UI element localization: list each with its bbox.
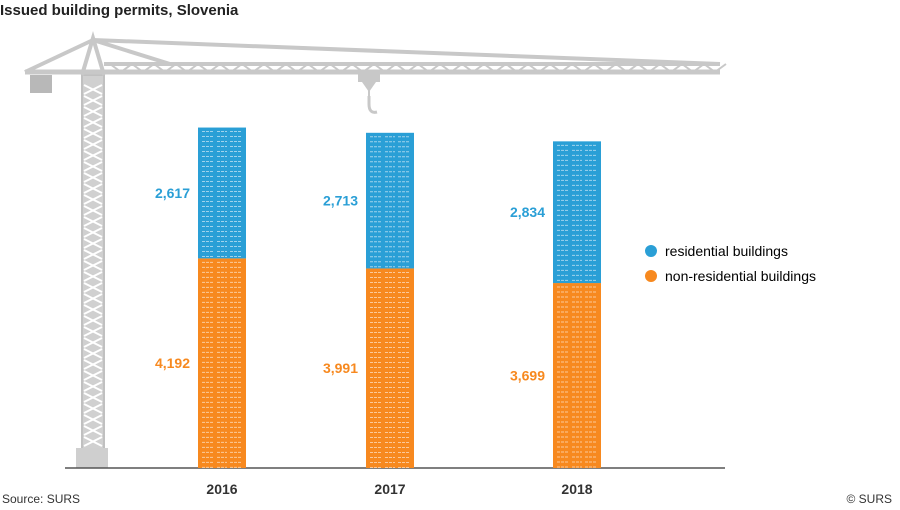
source-note: Source: SURS [2, 492, 81, 506]
x-tick-labels-group: 2016 2017 2018 [206, 481, 592, 497]
legend-swatch-non-residential [645, 270, 657, 282]
legend-item-non-residential: non-residential buildings [645, 268, 816, 284]
value-label-residential-2018: 2,834 [510, 204, 545, 220]
legend-item-residential: residential buildings [645, 243, 788, 259]
bar-texture-non-residential-2016 [202, 261, 242, 468]
bar-non-residential-2016 [198, 258, 246, 468]
bar-texture-residential-2018 [557, 144, 597, 281]
x-tick-label-2018: 2018 [561, 481, 592, 497]
bars-group [198, 127, 601, 468]
x-tick-label-2017: 2017 [374, 481, 405, 497]
legend-label-non-residential: non-residential buildings [665, 268, 816, 284]
bar-texture-non-residential-2017 [370, 271, 410, 468]
x-tick-label-2016: 2016 [206, 481, 237, 497]
crane-illustration [24, 30, 727, 468]
value-label-non-residential-2016: 4,192 [155, 355, 190, 371]
bar-residential-2018 [553, 141, 601, 284]
bar-residential-2016 [198, 127, 246, 259]
value-labels-group: 4,192 2,617 3,991 2,713 3,699 2,834 [155, 185, 545, 384]
bar-texture-residential-2017 [370, 136, 410, 268]
bar-non-residential-2017 [366, 268, 414, 468]
value-label-non-residential-2017: 3,991 [323, 360, 358, 376]
bar-non-residential-2018 [553, 283, 601, 468]
chart-title: Issued building permits, Slovenia [0, 2, 239, 19]
copyright-note: © SURS [846, 492, 892, 506]
value-label-residential-2017: 2,713 [323, 193, 358, 209]
value-label-residential-2016: 2,617 [155, 185, 190, 201]
bar-residential-2017 [366, 132, 414, 269]
legend-swatch-residential [645, 245, 657, 257]
value-label-non-residential-2018: 3,699 [510, 368, 545, 384]
bar-texture-residential-2016 [202, 131, 242, 258]
bar-texture-non-residential-2018 [557, 286, 597, 468]
legend-label-residential: residential buildings [665, 243, 788, 259]
